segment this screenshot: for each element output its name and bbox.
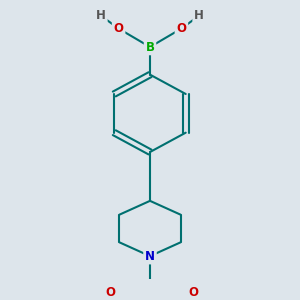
Text: H: H <box>96 9 106 22</box>
Text: O: O <box>176 22 186 35</box>
Text: B: B <box>146 40 154 53</box>
Text: O: O <box>114 22 124 35</box>
Text: N: N <box>145 250 155 262</box>
Text: O: O <box>188 286 198 299</box>
Text: H: H <box>194 9 204 22</box>
Text: O: O <box>106 286 116 299</box>
